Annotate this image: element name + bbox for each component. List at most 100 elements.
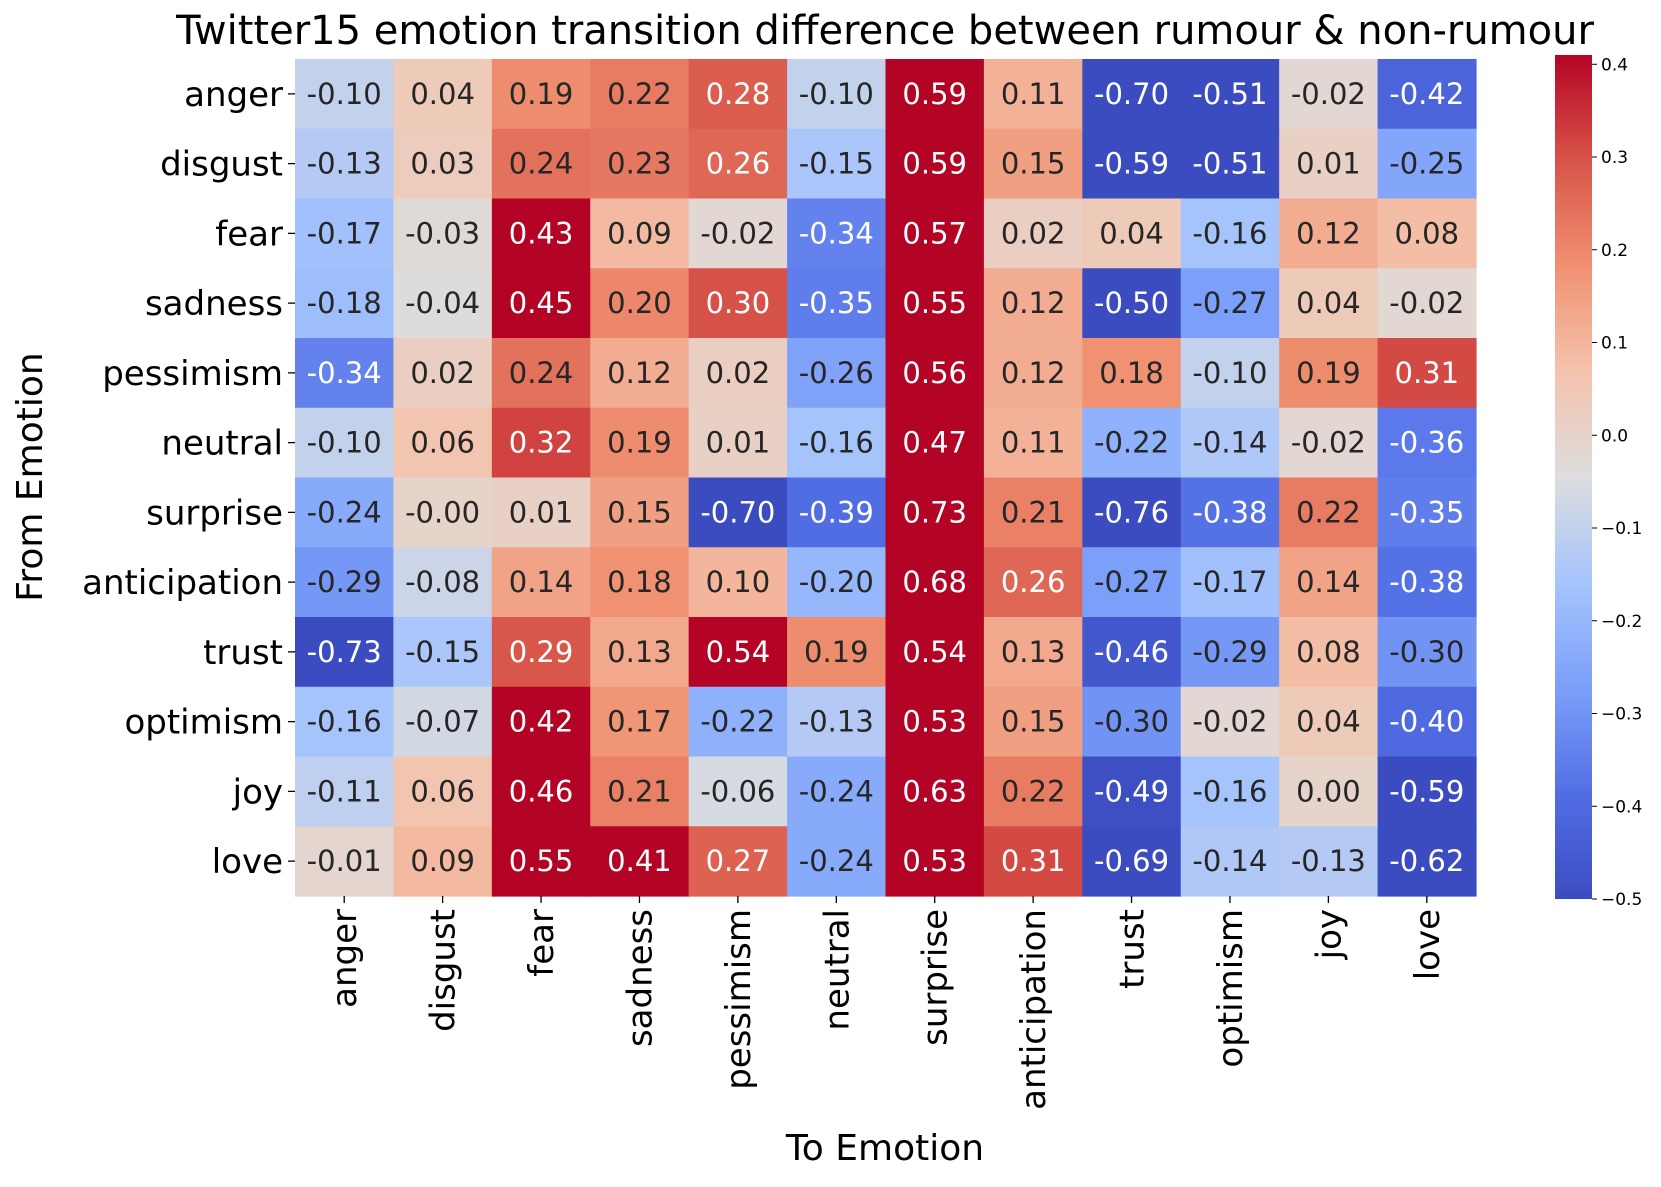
cell-value-sadness-surprise: 0.55 [902, 286, 967, 320]
heatmap-cell-neutral-optimism [1180, 407, 1280, 479]
heatmap-cell-neutral-anticipation [983, 407, 1083, 479]
cell-value-optimism-joy: 0.04 [1296, 705, 1361, 739]
row-label-surprise: surprise [146, 493, 283, 533]
cell-value-surprise-surprise: 0.73 [902, 495, 967, 529]
heatmap-cell-love-joy [1279, 826, 1379, 897]
heatmap-cell-trust-neutral [787, 617, 887, 688]
cell-value-pessimism-sadness: 0.12 [607, 356, 672, 390]
cell-value-trust-joy: 0.08 [1296, 635, 1361, 669]
heatmap-cell-trust-surprise [885, 617, 985, 688]
cell-value-anticipation-surprise: 0.68 [902, 565, 967, 599]
cell-value-sadness-neutral: -0.35 [799, 286, 874, 320]
heatmap-cell-trust-fear [491, 617, 591, 688]
heatmap-cell-surprise-pessimism [688, 477, 788, 548]
heatmap-cell-disgust-trust [1082, 128, 1182, 200]
heatmap-cell-joy-love [1377, 756, 1477, 827]
cell-value-anger-pessimism: 0.28 [706, 77, 771, 111]
colorbar-ticks: 0.4 0.3 0.2 0.1 0.0 −0.1 −0.2 −0.3 −0.4 −0.5 [1592, 55, 1642, 910]
heatmap-cell-surprise-joy [1279, 477, 1379, 548]
heatmap-cell-anger-anger [295, 59, 395, 130]
heatmap-cell-optimism-disgust [393, 686, 493, 758]
cell-value-pessimism-pessimism: 0.02 [706, 356, 771, 390]
cell-value-sadness-trust: -0.50 [1094, 286, 1169, 320]
heatmap-cell-neutral-surprise [885, 407, 985, 479]
heatmap-cell-anticipation-love [1377, 547, 1477, 618]
cell-value-surprise-anger: -0.24 [307, 495, 382, 529]
heatmap-cell-sadness-fear [491, 268, 591, 339]
colorbar-tick-label: 0.2 [1601, 241, 1628, 261]
heatmap-cell-surprise-optimism [1180, 477, 1280, 548]
cell-value-disgust-anticipation: 0.15 [1001, 147, 1066, 181]
cell-value-love-surprise: 0.53 [902, 844, 967, 878]
cell-value-disgust-joy: 0.01 [1296, 147, 1361, 181]
heatmap-cell-neutral-neutral [787, 407, 887, 479]
heatmap-cell-pessimism-optimism [1180, 338, 1280, 409]
cell-value-trust-fear: 0.29 [509, 635, 574, 669]
heatmap-cell-joy-surprise [885, 756, 985, 827]
cell-value-love-anger: -0.01 [307, 844, 382, 878]
cell-value-fear-sadness: 0.09 [607, 216, 672, 250]
cell-value-disgust-trust: -0.59 [1094, 147, 1169, 181]
cell-value-sadness-anger: -0.18 [307, 286, 382, 320]
heatmap-cell-optimism-trust [1082, 686, 1182, 758]
heatmap-cell-joy-joy [1279, 756, 1379, 827]
heatmap-cell-anger-love [1377, 59, 1477, 130]
cell-value-anger-anticipation: 0.11 [1001, 77, 1066, 111]
cell-value-sadness-fear: 0.45 [509, 286, 574, 320]
cell-value-pessimism-fear: 0.24 [509, 356, 574, 390]
cell-value-joy-trust: -0.49 [1094, 774, 1169, 808]
cell-value-sadness-anticipation: 0.12 [1001, 286, 1066, 320]
heatmap-cell-neutral-sadness [590, 407, 690, 479]
cell-value-joy-anger: -0.11 [307, 774, 382, 808]
colorbar-tick-label: 0.3 [1601, 148, 1628, 168]
cell-value-neutral-anger: -0.10 [307, 426, 382, 460]
colorbar-gradient [1555, 55, 1592, 899]
cell-value-disgust-optimism: -0.51 [1192, 147, 1267, 181]
heatmap-cell-anticipation-trust [1082, 547, 1182, 618]
heatmap-cell-fear-optimism [1180, 198, 1280, 269]
cell-value-fear-neutral: -0.34 [799, 216, 874, 250]
heatmap-cell-optimism-anger [295, 686, 395, 758]
heatmap-cell-fear-joy [1279, 198, 1379, 269]
heatmap-cell-pessimism-neutral [787, 338, 887, 409]
heatmap-cell-love-anger [295, 826, 395, 897]
heatmap-cell-love-fear [491, 826, 591, 897]
heatmap-cell-optimism-fear [491, 686, 591, 758]
col-label-fear: fear [522, 909, 562, 977]
cell-value-pessimism-surprise: 0.56 [902, 356, 967, 390]
colorbar-tick-label: −0.2 [1601, 612, 1642, 632]
col-label-optimism: optimism [1211, 909, 1251, 1068]
heatmap-cell-pessimism-fear [491, 338, 591, 409]
heatmap-cell-fear-neutral [787, 198, 887, 269]
heatmap-cell-pessimism-disgust [393, 338, 493, 409]
heatmap-cell-disgust-sadness [590, 128, 690, 200]
cell-value-disgust-anger: -0.13 [307, 147, 382, 181]
cell-value-anger-anger: -0.10 [307, 77, 382, 111]
heatmap-cell-disgust-love [1377, 128, 1477, 200]
cell-value-surprise-fear: 0.01 [509, 495, 574, 529]
cell-value-neutral-joy: -0.02 [1291, 426, 1366, 460]
heatmap-cell-pessimism-anticipation [983, 338, 1083, 409]
cell-value-anticipation-sadness: 0.18 [607, 565, 672, 599]
heatmap-cell-anticipation-optimism [1180, 547, 1280, 618]
cell-value-neutral-optimism: -0.14 [1192, 426, 1267, 460]
cell-value-neutral-surprise: 0.47 [902, 426, 967, 460]
heatmap-cell-fear-anticipation [983, 198, 1083, 269]
col-label-surprise: surprise [916, 909, 956, 1046]
heatmap-cell-sadness-sadness [590, 268, 690, 339]
colorbar-tick-label: −0.5 [1601, 890, 1642, 910]
heatmap-cell-optimism-optimism [1180, 686, 1280, 758]
cell-value-fear-anticipation: 0.02 [1001, 216, 1066, 250]
heatmap-cell-surprise-love [1377, 477, 1477, 548]
heatmap-cell-disgust-fear [491, 128, 591, 200]
cell-value-surprise-joy: 0.22 [1296, 495, 1361, 529]
colorbar-tick-label: −0.3 [1601, 705, 1642, 725]
heatmap-cell-joy-neutral [787, 756, 887, 827]
heatmap-cell-love-disgust [393, 826, 493, 897]
heatmap-cell-love-neutral [787, 826, 887, 897]
heatmap-cell-sadness-optimism [1180, 268, 1280, 339]
heatmap-cell-fear-surprise [885, 198, 985, 269]
cell-value-neutral-anticipation: 0.11 [1001, 426, 1066, 460]
row-label-pessimism: pessimism [102, 354, 283, 394]
heatmap-cell-pessimism-joy [1279, 338, 1379, 409]
